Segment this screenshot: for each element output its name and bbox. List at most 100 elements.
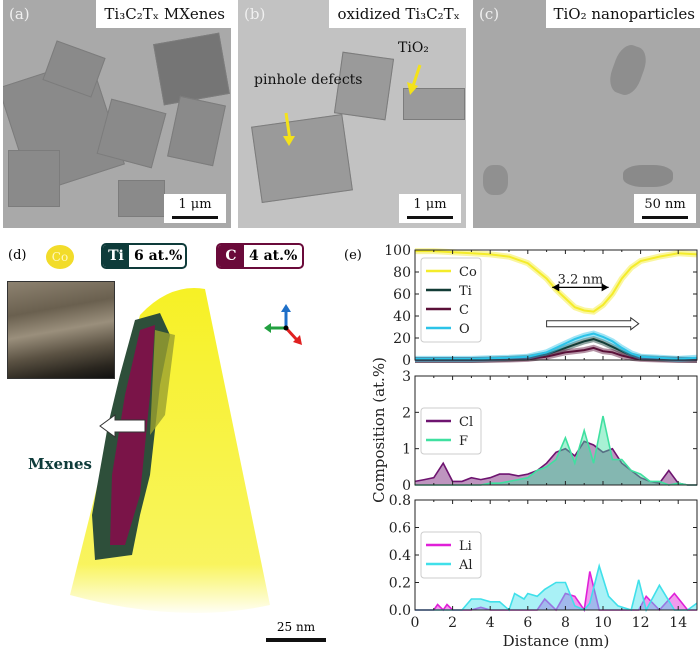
panel-title: Ti₃C₂Tₓ MXenes [96, 0, 231, 28]
yellow-arrow-pinhole [284, 112, 292, 141]
y-tick-label: 80 [393, 265, 411, 281]
series-area-al [415, 566, 697, 610]
width-annotation-arrowhead [552, 283, 560, 292]
tio2-annotation: TiO₂ [398, 40, 429, 56]
legend-label-co: Co [459, 265, 477, 280]
x-tick-label: 12 [632, 615, 650, 631]
scale-bar: 1 μm [164, 194, 226, 223]
legend-label-o: O [459, 322, 470, 337]
legend-box [420, 257, 482, 343]
legend-label-c: C [459, 303, 469, 318]
panel-label: (c) [479, 5, 500, 23]
x-axis-arrowhead [293, 335, 302, 345]
plot-frame [414, 249, 698, 361]
scale-bar-label: 1 μm [178, 197, 212, 212]
series-area-li [415, 571, 697, 610]
legend-label-f: F [459, 434, 468, 449]
y-tick-label: 40 [393, 309, 411, 325]
legend-co-label: Co [51, 250, 69, 264]
pinhole-defects-annotation: pinhole defects [254, 72, 363, 88]
legend-c-badge: C 4 at.% [216, 243, 304, 269]
legend-co-badge: Co [46, 245, 74, 269]
y-axis-arrowhead [264, 323, 271, 333]
y-tick-label: 3 [402, 369, 411, 385]
legend-box [420, 531, 482, 579]
legend-ti-badge: Ti 6 at.% [101, 243, 187, 269]
x-axis-icon [284, 326, 299, 342]
legend-label-al: Al [458, 558, 473, 573]
legend-label-cl: Cl [459, 415, 473, 430]
x-tick-label: 2 [448, 615, 457, 631]
y-tick-label: 0 [402, 478, 411, 494]
panel-c-micrograph: (c) TiO₂ nanoparticles 50 nm [473, 0, 700, 228]
y-tick-label: 0.2 [389, 576, 411, 592]
x-tick-label: 0 [411, 615, 420, 631]
panel-b-micrograph: pinhole defects TiO₂ (b) oxidized Ti₃C₂T… [238, 0, 466, 228]
panel-label: (a) [9, 5, 30, 23]
legend-ti-label: Ti [103, 245, 129, 267]
x-tick-label: 10 [594, 615, 612, 631]
panel-label: (d) [8, 248, 27, 263]
oxidized-flake [403, 88, 465, 120]
y-tick-label: 100 [384, 243, 411, 259]
mxene-oxide-region [150, 330, 175, 435]
scale-bar-label: 1 μm [413, 197, 447, 212]
scale-bar-line [266, 638, 326, 642]
nanoparticle [623, 165, 673, 187]
y-tick-label: 0.0 [389, 603, 411, 619]
legend-label-li: Li [459, 539, 472, 554]
mxene-c-isosurface [110, 325, 155, 545]
annotation-arrows [283, 64, 422, 146]
y-tick-label: 60 [393, 287, 411, 303]
x-tick-label: 14 [669, 615, 687, 631]
x-axis-label: Distance (nm) [503, 632, 610, 650]
panel-label: (b) [244, 5, 266, 23]
axis-origin [283, 325, 289, 331]
sem-inset-image [7, 281, 115, 379]
yellow-arrowhead [407, 82, 418, 95]
scale-bar-label: 25 nm [276, 620, 316, 634]
series-line-o [415, 332, 698, 360]
scale-bar: 25 nm [266, 620, 326, 642]
y-axis-label: Composition (at.%) [370, 357, 388, 503]
panel-title: TiO₂ nanoparticles [545, 0, 700, 28]
y-tick-label: 2 [402, 405, 411, 421]
panel-label: (e) [344, 248, 362, 263]
y-tick-label: 0.4 [389, 548, 411, 564]
series-area-cl [415, 441, 697, 485]
mxene-flake [153, 32, 230, 106]
scale-bar: 1 μm [399, 194, 461, 223]
mxene-flake [8, 150, 60, 207]
mxene-flake [167, 95, 226, 167]
z-axis-arrowhead [281, 304, 291, 312]
scale-bar: 50 nm [634, 194, 696, 223]
y-tick-label: 0.8 [389, 493, 411, 509]
legend-c-value: 4 at.% [249, 248, 298, 264]
nanoparticle [605, 41, 651, 99]
mxene-flake [118, 180, 165, 217]
x-tick-label: 8 [561, 615, 570, 631]
legend-box [420, 407, 482, 455]
atom-probe-reconstruction [70, 288, 302, 613]
y-tick-label: 1 [402, 442, 411, 458]
panel-title: oxidized Ti₃C₂Tₓ [329, 0, 466, 28]
scale-bar-label: 50 nm [644, 197, 686, 212]
legend-c-label: C [218, 245, 244, 267]
white-arrow-icon [99, 414, 146, 438]
y-tick-label: 0 [402, 353, 411, 369]
legend-ti-value: 6 at.% [134, 248, 183, 264]
panel-a-micrograph: (a) Ti₃C₂Tₓ MXenes 1 μm [3, 0, 231, 228]
width-annotation-label: 3.2 nm [558, 272, 604, 287]
nanoparticle [483, 165, 508, 195]
legend-label-ti: Ti [459, 284, 472, 299]
direction-arrow-icon [546, 316, 640, 331]
x-tick-label: 4 [486, 615, 495, 631]
y-tick-label: 20 [393, 331, 411, 347]
width-annotation-arrowhead [601, 283, 609, 292]
yellow-arrowhead [283, 136, 295, 146]
series-area-f [415, 416, 697, 485]
x-tick-label: 6 [523, 615, 532, 631]
mxenes-label: Mxenes [28, 455, 92, 473]
series-line-co [415, 250, 698, 313]
